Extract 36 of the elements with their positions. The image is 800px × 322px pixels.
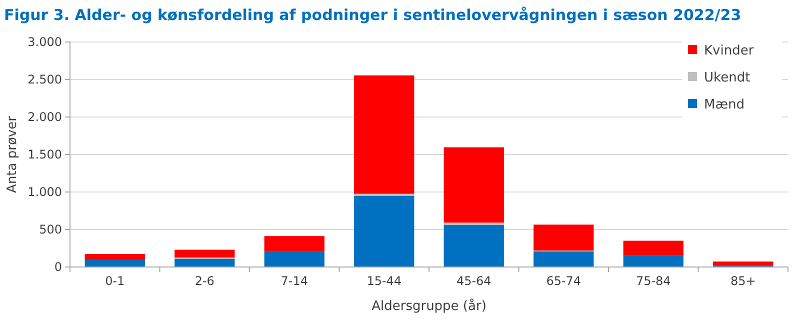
bar bbox=[713, 262, 774, 266]
x-tick-label: 45-64 bbox=[456, 274, 492, 288]
y-tick-label: 2.500 bbox=[28, 72, 62, 87]
y-tick-label: 1.500 bbox=[28, 148, 62, 162]
bar bbox=[84, 254, 145, 260]
y-tick-label: 2.000 bbox=[28, 110, 62, 124]
legend-label: Mænd bbox=[704, 98, 744, 113]
y-tick-label: 3.000 bbox=[28, 35, 62, 50]
bar bbox=[354, 196, 414, 267]
bar bbox=[444, 224, 504, 267]
bar bbox=[623, 240, 684, 256]
bar bbox=[534, 224, 594, 250]
y-tick-label: 0 bbox=[54, 260, 62, 274]
x-tick-label: 2-6 bbox=[194, 274, 214, 288]
x-tick-label: 15-44 bbox=[366, 274, 402, 288]
y-axis-title: Anta prøver bbox=[5, 115, 20, 193]
legend-label: Ukendt bbox=[704, 70, 750, 86]
x-tick-label: 65-74 bbox=[546, 274, 582, 288]
bar bbox=[444, 147, 504, 223]
y-tick-label: 500 bbox=[39, 222, 62, 237]
bar bbox=[623, 256, 684, 267]
x-axis-title: Aldersgruppe (år) bbox=[372, 298, 486, 314]
bar bbox=[534, 251, 594, 267]
bar bbox=[354, 75, 414, 194]
bar bbox=[264, 236, 324, 251]
bar bbox=[264, 250, 324, 267]
x-tick-label: 7-14 bbox=[280, 274, 308, 288]
bar bbox=[174, 250, 235, 258]
bar bbox=[174, 258, 235, 267]
legend-label: Kvinder bbox=[704, 44, 754, 59]
x-tick-label: 0-1 bbox=[105, 274, 125, 288]
bar bbox=[84, 260, 145, 267]
chart-title: Figur 3. Alder- og kønsfordeling af podninger i sentinelovervågningen i sæson 2022/23 bbox=[4, 6, 742, 24]
y-tick-label: 1.000 bbox=[28, 185, 62, 200]
x-tick-label: 85+ bbox=[730, 274, 756, 288]
x-tick-label: 75-84 bbox=[636, 274, 671, 288]
